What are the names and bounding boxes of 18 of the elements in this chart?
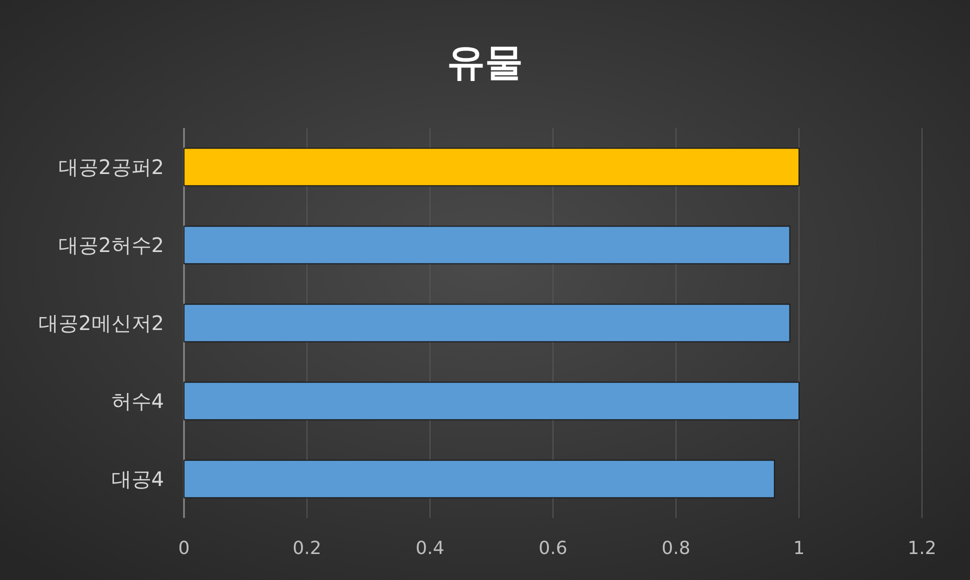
x-tick-label: 0 (178, 538, 190, 559)
y-tick-label: 대공2허수2 (58, 233, 164, 257)
x-tick-label: 0.2 (292, 538, 322, 559)
x-tick-label: 0.8 (662, 538, 690, 559)
y-tick-label: 대공2메신저2 (38, 311, 164, 335)
y-tick-label: 대공2공퍼2 (58, 155, 164, 179)
bar (184, 148, 800, 186)
chart-title: 유물 (447, 40, 523, 84)
x-tick-label: 1.2 (908, 538, 936, 559)
x-tick-label: 1 (793, 538, 805, 559)
x-tick-label: 0.6 (538, 538, 568, 559)
bar (184, 382, 800, 420)
y-tick-label: 대공4 (111, 467, 164, 491)
bar (184, 226, 790, 264)
y-tick-label: 허수4 (111, 389, 164, 413)
x-tick-label: 0.4 (416, 538, 444, 559)
bar (184, 304, 790, 342)
bar (184, 460, 775, 498)
